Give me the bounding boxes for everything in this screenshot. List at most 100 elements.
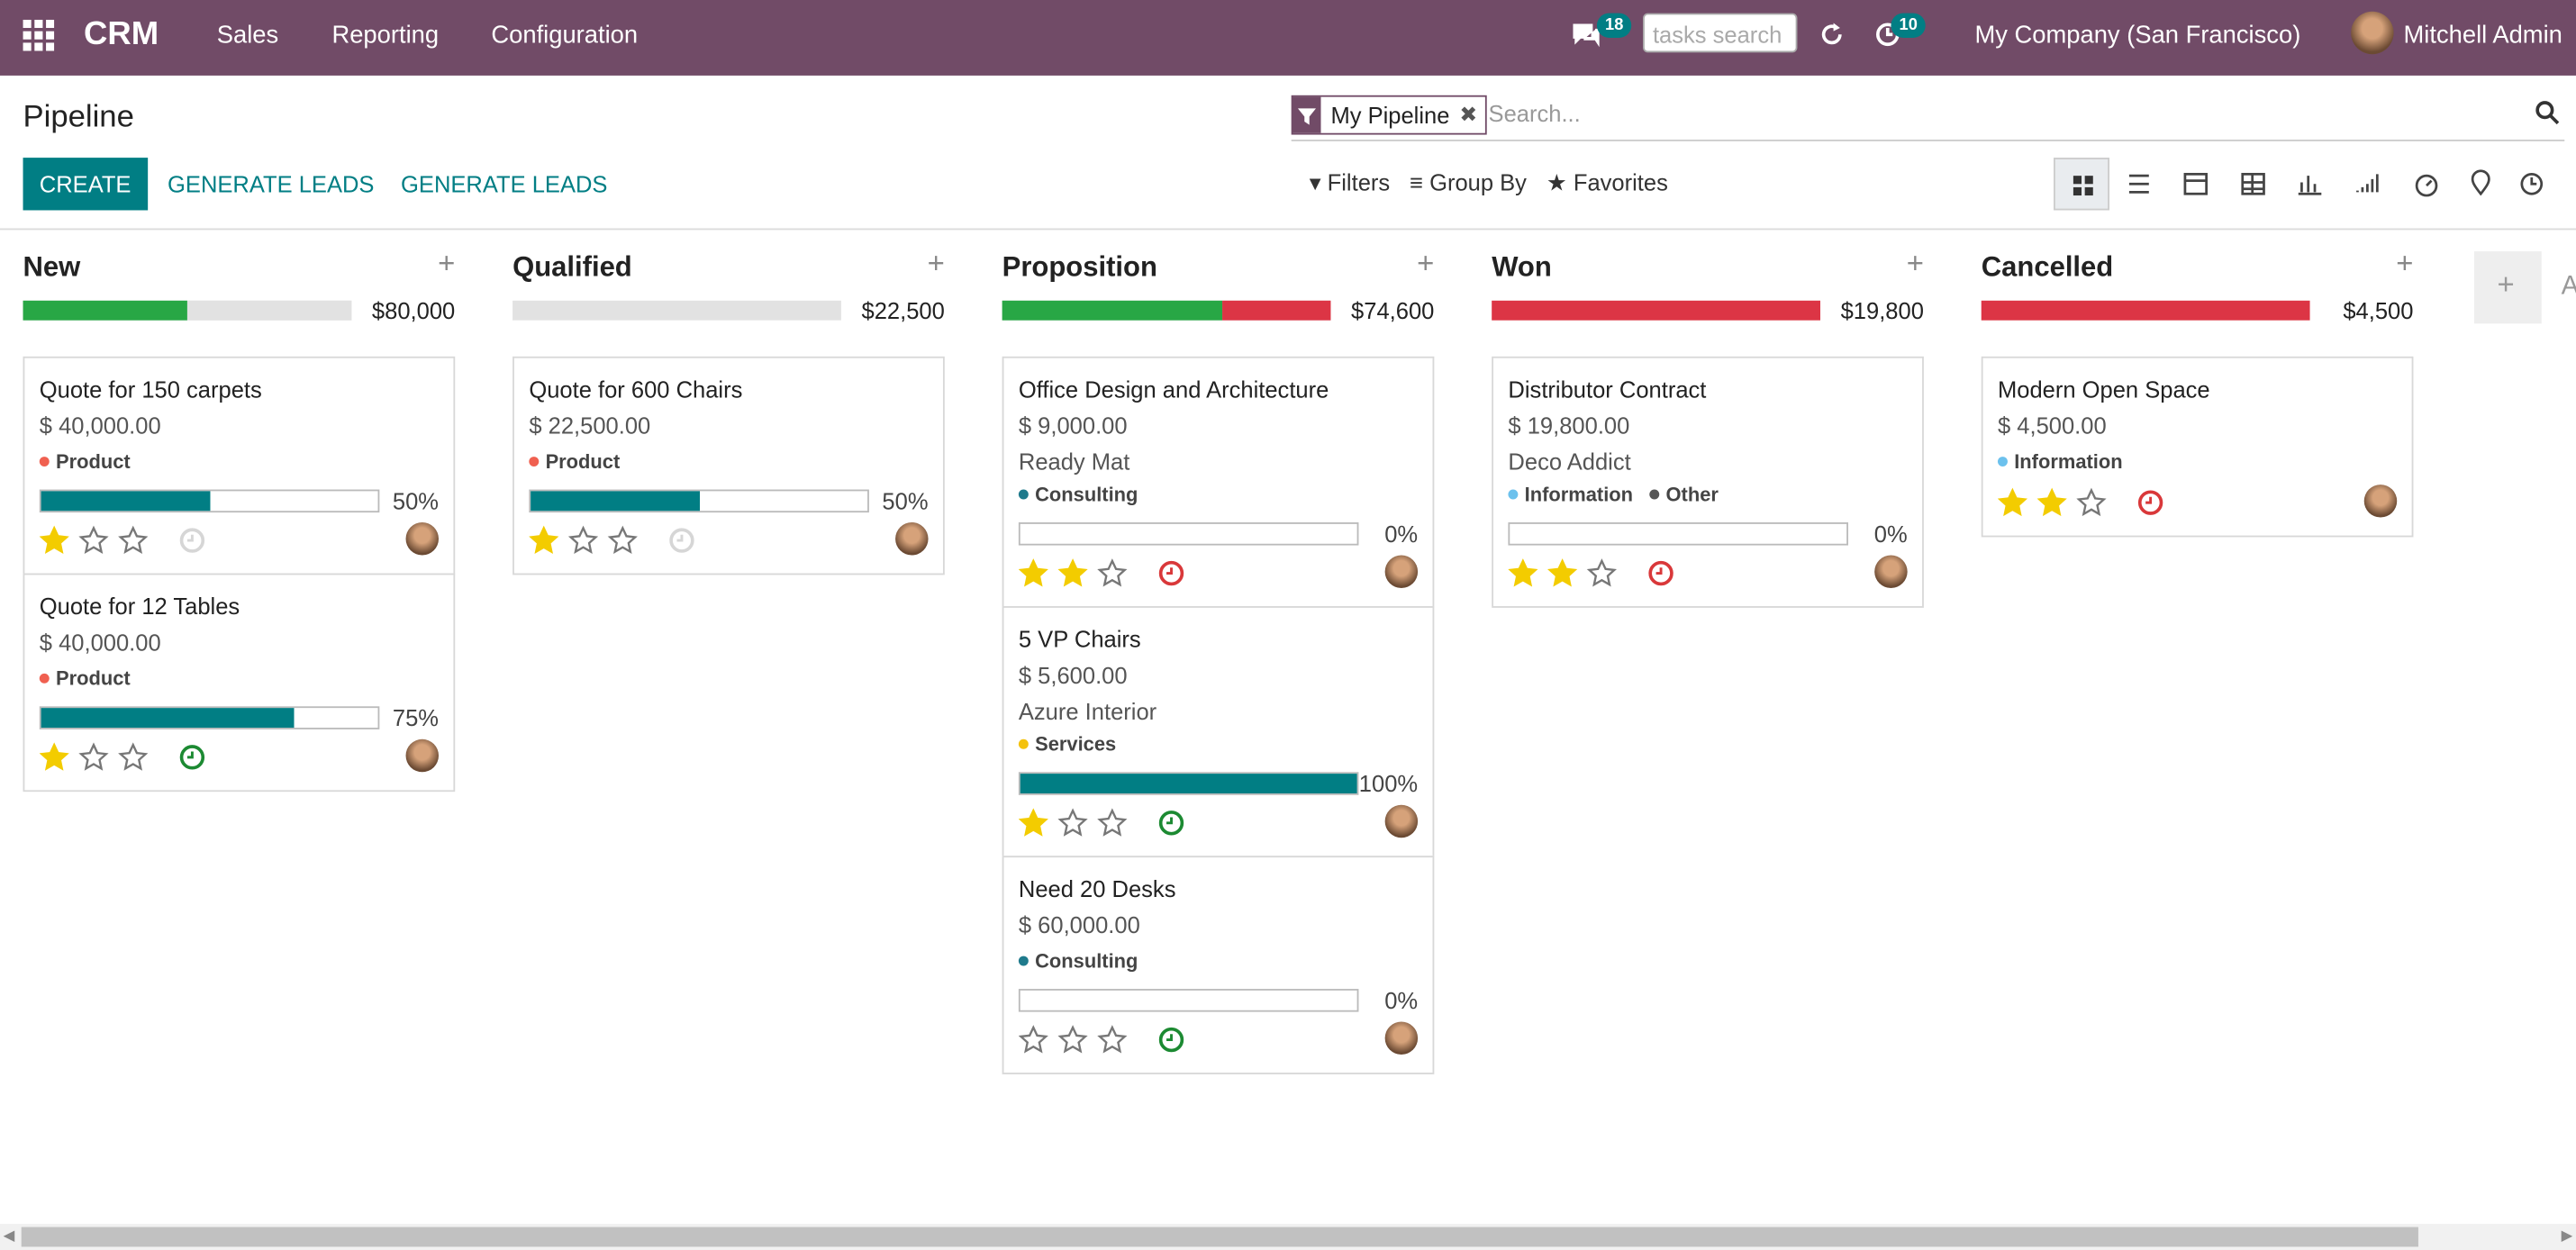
activity-clock[interactable] <box>177 526 207 556</box>
tag: Consulting <box>1018 478 1138 511</box>
column-title: Cancelled <box>1981 251 2114 283</box>
probability: 75% <box>39 703 439 733</box>
column-title: Won <box>1492 251 1552 283</box>
add-column-button[interactable]: + <box>2473 251 2542 324</box>
tag-dot <box>1508 489 1519 500</box>
tags: Product <box>39 445 439 477</box>
messages-icon[interactable] <box>1571 22 1601 48</box>
horizontal-scrollbar[interactable]: ◀ ▶ <box>0 1223 2576 1250</box>
company-switcher[interactable]: My Company (San Francisco) <box>1974 21 2301 50</box>
lead-card[interactable]: Modern Open Space $ 4,500.00 Information <box>1981 356 2414 538</box>
lead-card[interactable]: Quote for 600 Chairs $ 22,500.00 Product 50… <box>512 356 945 575</box>
app-name[interactable]: CRM <box>84 16 159 53</box>
card-revenue: $ 60,000.00 <box>1018 911 1140 938</box>
priority-stars[interactable] <box>1508 557 1646 589</box>
view-switcher[interactable] <box>2123 169 2550 199</box>
tag-label: Services <box>1035 732 1117 756</box>
probability-fill <box>41 491 210 512</box>
star <box>1097 1025 1128 1054</box>
priority-stars[interactable] <box>39 524 177 557</box>
quick-create[interactable]: + <box>2396 246 2414 280</box>
column-progress <box>1492 300 1820 321</box>
activity-clock[interactable] <box>667 526 697 556</box>
activity-clock[interactable] <box>177 742 207 772</box>
filters-toggle[interactable]: ▾ Filters <box>1309 168 1391 196</box>
placeholder: tasks search <box>1652 21 1782 48</box>
column-progress <box>512 300 841 321</box>
priority-stars[interactable] <box>39 741 177 774</box>
lead-card[interactable]: Quote for 150 carpets $ 40,000.00 Product 5… <box>23 356 456 575</box>
probability: 0% <box>1018 985 1418 1015</box>
generate-leads-button[interactable]: GENERATE LEADS <box>401 170 608 197</box>
lead-card[interactable]: 5 VP Chairs $ 5,600.00 Azure Interior Servi… <box>1002 606 1435 858</box>
lead-card[interactable]: Distributor Contract $ 19,800.00 Deco Addi… <box>1492 356 1924 608</box>
card-revenue: $ 19,800.00 <box>1508 412 1630 439</box>
kanban-view-button[interactable] <box>2054 158 2110 211</box>
groupby-toggle[interactable]: ≡ Group By <box>1410 168 1527 196</box>
star <box>1586 558 1618 587</box>
quick-create[interactable]: + <box>438 246 456 280</box>
quick-create[interactable]: + <box>1906 246 1924 280</box>
favorites-label: Favorites <box>1573 168 1668 196</box>
card-footer <box>1508 554 1908 593</box>
priority-stars[interactable] <box>529 524 667 557</box>
search-facet[interactable]: My Pipeline ✖ <box>1291 95 1488 135</box>
user-menu[interactable]: Mitchell Admin <box>2403 21 2562 50</box>
salesperson-avatar <box>1874 555 1908 588</box>
salesperson-avatar <box>1384 1021 1419 1055</box>
quick-create[interactable]: + <box>1417 246 1435 280</box>
activity-clock[interactable] <box>1156 1025 1186 1055</box>
activity-clock[interactable] <box>1646 558 1676 588</box>
scroll-left[interactable]: ◀ <box>3 1227 15 1244</box>
activities-badge: 10 <box>1891 13 1926 38</box>
create-button[interactable]: CREATE <box>23 158 148 211</box>
activity-clock[interactable] <box>2136 488 2165 518</box>
generate-leads-button[interactable]: GENERATE LEADS <box>168 170 375 197</box>
activity-clock[interactable] <box>1156 808 1186 838</box>
probability-fill <box>1020 774 1357 793</box>
tag-dot <box>39 673 50 684</box>
lead-card[interactable]: Quote for 12 Tables $ 40,000.00 Product 75% <box>23 573 456 793</box>
priority-stars[interactable] <box>1997 486 2136 519</box>
favorites-toggle[interactable]: ★ Favorites <box>1546 168 1668 196</box>
priority-stars[interactable] <box>1018 1023 1156 1055</box>
card-revenue: $ 4,500.00 <box>1997 412 2107 439</box>
tags: Consulting <box>1018 945 1418 977</box>
priority-stars[interactable] <box>1018 557 1156 589</box>
scrollbar-thumb[interactable] <box>21 1227 2418 1247</box>
add-column-label[interactable]: A <box>2562 273 2576 303</box>
tag-dot <box>1649 489 1660 500</box>
cards: Distributor Contract $ 19,800.00 Deco Addi… <box>1492 356 1924 608</box>
clock-hands <box>1655 567 1663 575</box>
menu-item[interactable]: Reporting <box>331 21 440 50</box>
user-avatar[interactable] <box>2351 11 2394 55</box>
clock-face <box>179 528 205 553</box>
probability-bar <box>39 706 380 729</box>
salesperson-avatar <box>405 738 440 773</box>
apps-icon[interactable] <box>23 19 55 51</box>
activity-clock[interactable] <box>1156 558 1186 588</box>
tag-dot <box>1997 457 2008 467</box>
lead-card[interactable]: Need 20 Desks $ 60,000.00 Consulting 0% <box>1002 856 1435 1074</box>
menu-item[interactable]: Configuration <box>491 21 639 50</box>
probability: 100% <box>1018 769 1419 799</box>
clock-face <box>669 528 694 553</box>
menu-item[interactable]: Sales <box>216 21 279 50</box>
tag-label: Other <box>1665 483 1719 506</box>
facet-remove[interactable]: ✖ <box>1459 102 1478 127</box>
card-title: Distributor Contract <box>1508 376 1707 403</box>
tags: Product <box>529 445 928 477</box>
probability-label: 100% <box>1358 770 1419 797</box>
tag-dot <box>1018 956 1029 966</box>
scroll-right[interactable]: ▶ <box>2561 1227 2573 1244</box>
lead-card[interactable]: Office Design and Architecture $ 9,000.00… <box>1002 356 1435 608</box>
search-icon[interactable] <box>2535 100 2560 125</box>
priority-stars[interactable] <box>1018 807 1156 839</box>
tasks-search[interactable]: tasks search <box>1643 13 1798 53</box>
probability: 50% <box>529 486 929 516</box>
refresh-icon[interactable] <box>1819 22 1845 48</box>
search-bar[interactable]: My Pipeline ✖ Search... <box>1291 94 2565 141</box>
card-title: Quote for 150 carpets <box>39 376 262 403</box>
quick-create[interactable]: + <box>927 246 945 280</box>
tag: Other <box>1649 478 1719 511</box>
